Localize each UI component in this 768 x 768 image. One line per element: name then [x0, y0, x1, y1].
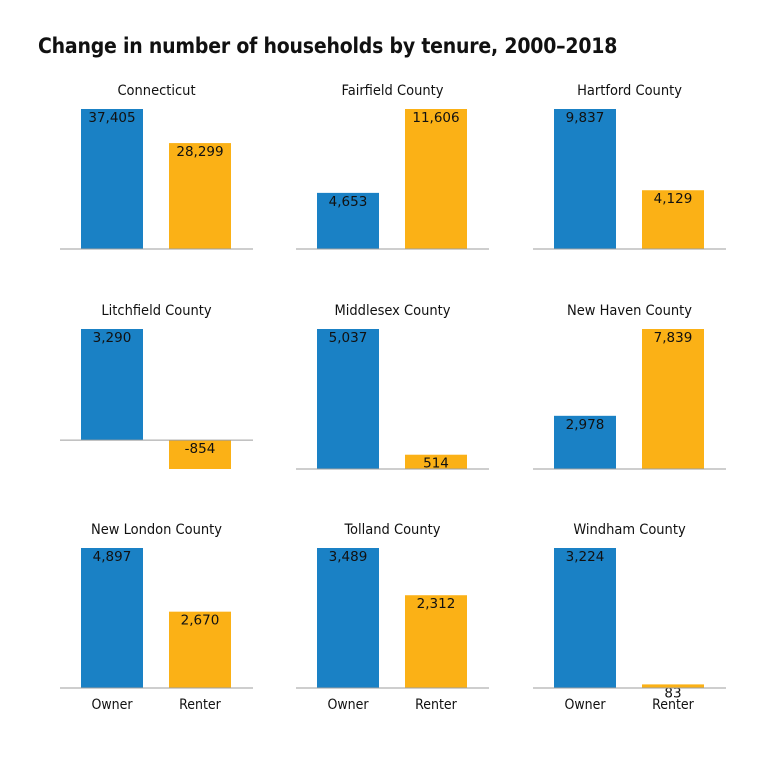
- panel-title-new-london-county: New London County: [91, 522, 222, 538]
- value-label-windham-county-renter: 83: [664, 685, 681, 701]
- bar-windham-county-renter: [642, 684, 704, 688]
- bar-tolland-county-renter: [405, 595, 467, 688]
- value-label-new-haven-county-renter: 7,839: [654, 330, 693, 346]
- value-label-windham-county-owner: 3,224: [566, 549, 605, 565]
- bar-middlesex-county-renter: [405, 454, 467, 469]
- panel-title-litchfield-county: Litchfield County: [101, 303, 211, 319]
- panel-middlesex-county: Middlesex County 5,037 514: [296, 303, 489, 472]
- x-tick-windham-county-renter: Renter: [652, 697, 695, 713]
- value-label-fairfield-county-owner: 4,653: [329, 194, 368, 210]
- panel-tolland-county: Tolland County 3,489 2,312 Owner Renter: [296, 522, 489, 713]
- bar-connecticut-renter: [169, 143, 231, 249]
- x-tick-tolland-county-renter: Renter: [415, 697, 458, 713]
- panel-title-middlesex-county: Middlesex County: [335, 303, 451, 319]
- value-label-new-london-county-owner: 4,897: [93, 549, 132, 565]
- value-label-connecticut-owner: 37,405: [88, 110, 135, 126]
- value-label-tolland-county-renter: 2,312: [417, 596, 456, 612]
- chart-title: Change in number of households by tenure…: [38, 34, 618, 58]
- value-label-connecticut-renter: 28,299: [176, 144, 223, 160]
- bar-litchfield-county-renter: [169, 440, 231, 469]
- bar-litchfield-county-owner: [81, 329, 143, 441]
- bar-fairfield-county-renter: [405, 109, 467, 249]
- panel-new-london-county: New London County 4,897 2,670 Owner Renter: [60, 522, 253, 713]
- bar-middlesex-county-owner: [317, 329, 379, 469]
- bar-new-haven-county-renter: [642, 329, 704, 469]
- value-label-litchfield-county-owner: 3,290: [93, 330, 132, 346]
- x-tick-new-london-county-renter: Renter: [179, 697, 222, 713]
- panel-title-fairfield-county: Fairfield County: [342, 83, 444, 99]
- value-label-new-haven-county-owner: 2,978: [566, 417, 605, 433]
- bar-connecticut-owner: [81, 109, 143, 249]
- value-label-new-london-county-renter: 2,670: [181, 613, 220, 629]
- bar-hartford-county-renter: [642, 190, 704, 249]
- panel-litchfield-county: Litchfield County 3,290 -854: [60, 303, 253, 469]
- value-label-middlesex-county-owner: 5,037: [329, 330, 368, 346]
- bar-hartford-county-owner: [554, 109, 616, 249]
- panel-hartford-county: Hartford County 9,837 4,129: [533, 83, 726, 250]
- panel-title-new-haven-county: New Haven County: [567, 303, 692, 319]
- panel-connecticut: Connecticut 37,405 28,299: [60, 83, 253, 250]
- panel-new-haven-county: New Haven County 2,978 7,839: [533, 303, 726, 470]
- bar-fairfield-county-owner: [317, 192, 379, 249]
- x-tick-tolland-county-owner: Owner: [327, 697, 369, 713]
- x-tick-new-london-county-owner: Owner: [91, 697, 133, 713]
- panel-windham-county: Windham County 3,224 83 Owner Renter: [533, 522, 726, 713]
- panel-title-windham-county: Windham County: [573, 522, 686, 538]
- panel-title-hartford-county: Hartford County: [577, 83, 682, 99]
- panel-title-connecticut: Connecticut: [117, 83, 195, 99]
- panel-title-tolland-county: Tolland County: [344, 522, 441, 538]
- value-label-fairfield-county-renter: 11,606: [412, 110, 459, 126]
- value-label-middlesex-county-renter: 514: [423, 456, 449, 472]
- panel-fairfield-county: Fairfield County 4,653 11,606: [296, 83, 489, 250]
- value-label-litchfield-county-renter: -854: [185, 441, 216, 457]
- bar-tolland-county-owner: [317, 548, 379, 688]
- bar-new-london-county-owner: [81, 548, 143, 688]
- value-label-hartford-county-renter: 4,129: [654, 191, 693, 207]
- value-label-tolland-county-owner: 3,489: [329, 549, 368, 565]
- x-tick-windham-county-owner: Owner: [564, 697, 606, 713]
- value-label-hartford-county-owner: 9,837: [566, 110, 605, 126]
- bar-new-london-county-renter: [169, 611, 231, 688]
- bar-windham-county-owner: [554, 548, 616, 688]
- bar-new-haven-county-owner: [554, 415, 616, 469]
